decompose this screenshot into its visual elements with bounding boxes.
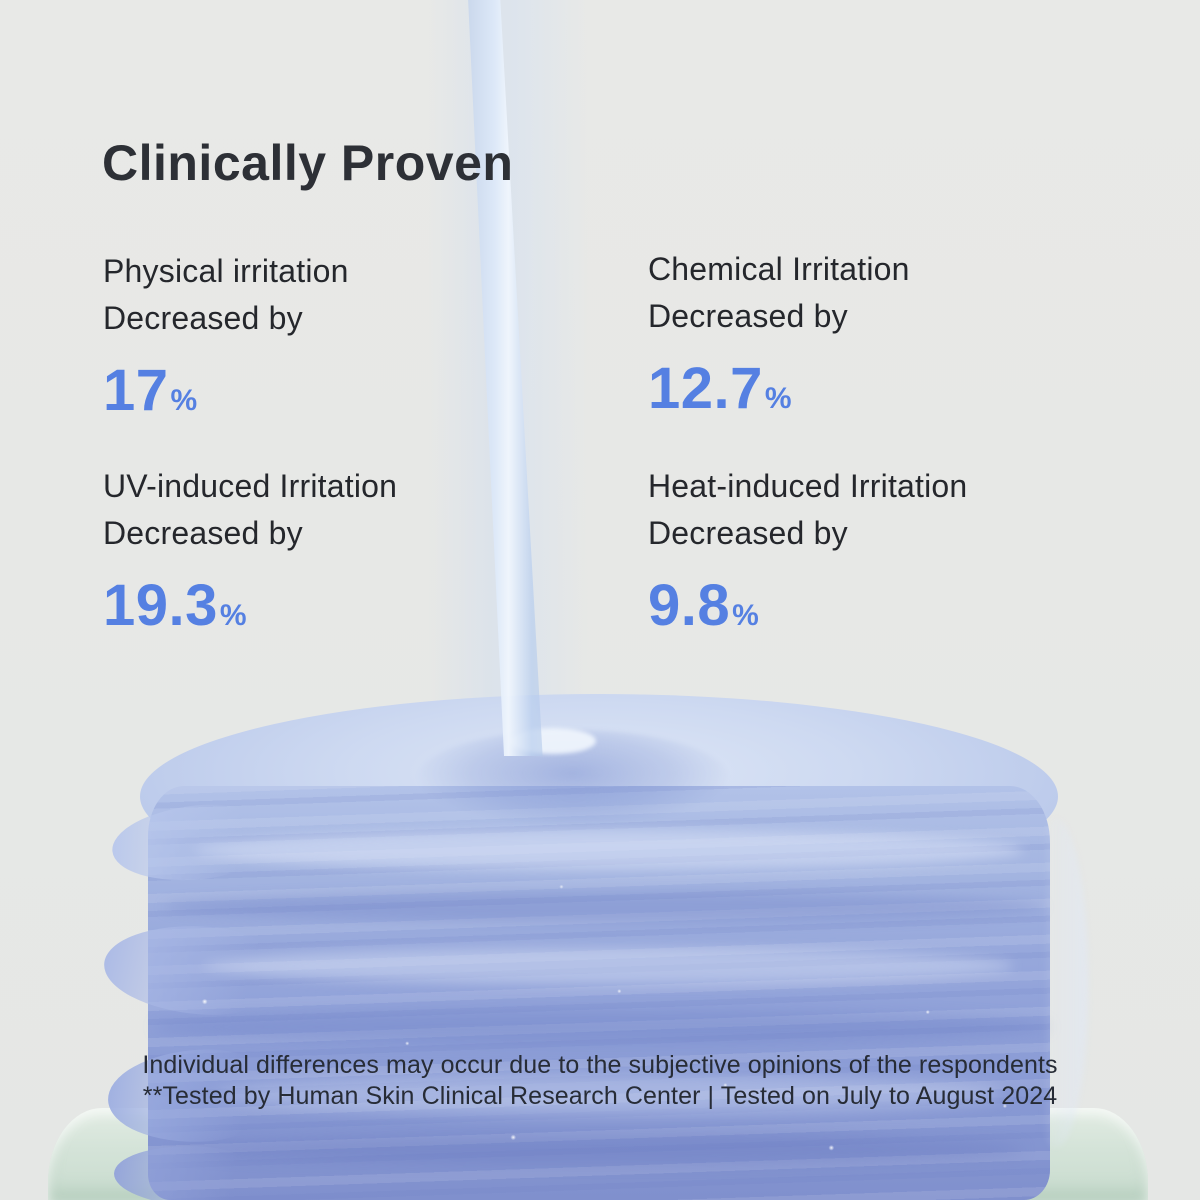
disclaimer-line1: Individual differences may occur due to … [142,1051,1058,1079]
percent-sign: % [170,384,198,417]
stat-label-line1: UV-induced Irritation [103,468,398,504]
stat-value: 17% [103,357,623,424]
stat-label: Chemical Irritation Decreased by [648,246,1168,340]
stat-number: 9.8 [648,573,731,638]
stat-label-line1: Physical irritation [103,253,349,289]
stat-label-line2: Decreased by [103,515,303,551]
stat-value: 12.7% [648,355,1168,422]
stat-number: 19.3 [103,573,218,638]
percent-sign: % [732,599,760,632]
stat-label-line1: Heat-induced Irritation [648,468,968,504]
stat-label: UV-induced Irritation Decreased by [103,463,623,557]
percent-sign: % [764,382,793,415]
stat-label-line2: Decreased by [648,298,848,334]
cotton-pad-stack [101,678,1088,1200]
stat-label-line1: Chemical Irritation [648,251,910,287]
disclaimer: Individual differences may occur due to … [0,1050,1200,1112]
stat-value: 9.8% [648,572,1168,639]
percent-sign: % [219,599,248,632]
disclaimer-line2: **Tested by Human Skin Clinical Research… [142,1082,1058,1110]
page-title: Clinically Proven [102,135,514,191]
stat-label-line2: Decreased by [103,300,303,336]
liquid-droplets [118,678,1082,1200]
stat-uv-induced-irritation: UV-induced Irritation Decreased by 19.3% [103,463,623,639]
stat-label: Heat-induced Irritation Decreased by [648,463,1168,557]
stat-number: 12.7 [648,356,763,421]
stat-chemical-irritation: Chemical Irritation Decreased by 12.7% [648,246,1168,422]
stat-physical-irritation: Physical irritation Decreased by 17% [103,248,623,424]
stat-heat-induced-irritation: Heat-induced Irritation Decreased by 9.8… [648,463,1168,639]
stat-label: Physical irritation Decreased by [103,248,623,342]
stat-number: 17 [103,358,169,423]
stat-value: 19.3% [103,572,623,639]
stat-label-line2: Decreased by [648,515,848,551]
